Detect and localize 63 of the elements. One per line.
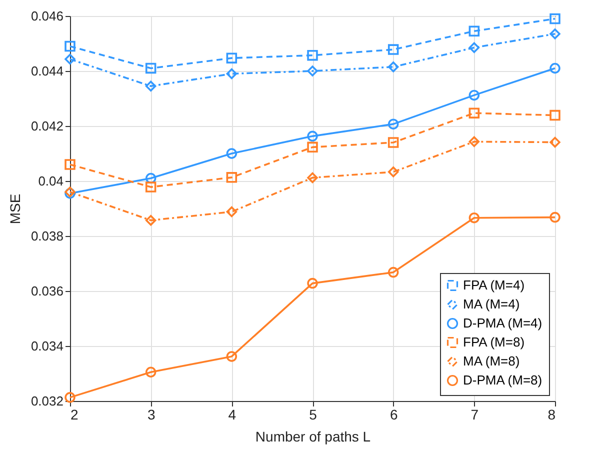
point	[388, 266, 399, 278]
point	[64, 392, 76, 403]
point	[550, 136, 560, 148]
y-tick-label: 0.034	[30, 338, 64, 354]
point	[468, 108, 480, 118]
point	[64, 54, 76, 65]
point	[550, 62, 560, 74]
point	[226, 351, 238, 362]
point	[468, 136, 480, 148]
point	[64, 159, 76, 170]
legend-label: MA (M=4)	[463, 296, 520, 312]
y-tick-label: 0.038	[30, 228, 64, 244]
point	[550, 13, 560, 24]
point	[145, 182, 156, 192]
y-axis-title: MSE	[6, 194, 23, 224]
x-tick-label: 3	[147, 406, 156, 422]
point	[388, 44, 399, 55]
point	[468, 26, 480, 36]
y-tick-label: 0.046	[30, 8, 64, 24]
legend-label: MA (M=8)	[463, 354, 520, 368]
point	[307, 50, 318, 61]
point	[64, 40, 76, 52]
point	[468, 90, 480, 101]
x-tick-label: 8	[548, 406, 556, 422]
point	[145, 80, 156, 92]
point	[226, 52, 238, 64]
point	[468, 212, 480, 224]
point	[226, 172, 238, 183]
point	[226, 148, 238, 159]
point	[550, 212, 560, 223]
point	[226, 68, 238, 80]
point	[307, 278, 318, 289]
point	[388, 62, 399, 72]
legend-label: FPA (M=4)	[463, 278, 525, 292]
point	[307, 66, 318, 76]
point	[307, 130, 318, 142]
y-tick-label: 0.04	[38, 174, 64, 188]
legend-label: D-PMA (M=8)	[463, 372, 542, 388]
y-tick-label: 0.042	[30, 118, 64, 134]
point	[468, 42, 480, 53]
x-tick-label: 6	[390, 406, 398, 422]
legend-label: D-PMA (M=4)	[463, 316, 542, 330]
point	[145, 62, 156, 74]
x-tick-label: 2	[70, 406, 78, 422]
point	[388, 166, 399, 178]
point	[145, 366, 156, 378]
point	[388, 118, 399, 130]
point	[388, 137, 399, 148]
point	[307, 172, 318, 184]
y-tick-label: 0.036	[30, 284, 64, 298]
x-axis-title: Number of paths L	[255, 428, 371, 444]
y-tick-label: 0.044	[30, 64, 64, 78]
y-tick-label: 0.032	[30, 394, 64, 408]
point	[145, 214, 156, 226]
x-tick-label: 7	[470, 406, 479, 422]
x-tick-label: 4	[228, 406, 236, 422]
point	[226, 206, 238, 218]
point	[145, 172, 156, 184]
x-tick-label: 5	[309, 406, 318, 422]
point	[307, 142, 318, 153]
point	[550, 110, 560, 121]
legend-label: FPA (M=8)	[463, 334, 525, 350]
point	[550, 28, 560, 40]
